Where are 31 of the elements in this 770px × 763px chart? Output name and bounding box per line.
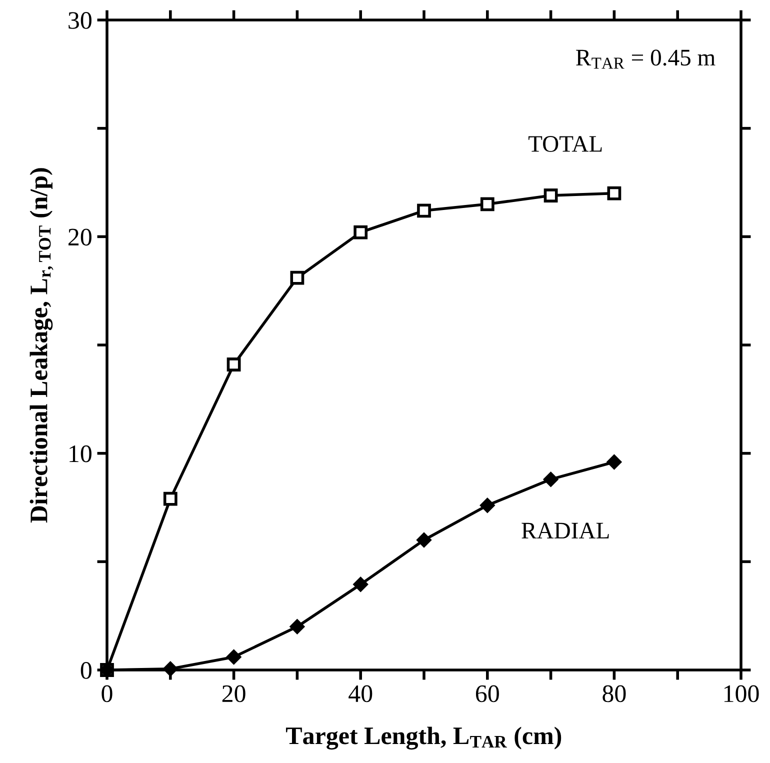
point: [480, 197, 494, 212]
point: [417, 204, 431, 218]
point: [354, 225, 368, 240]
annotation: R$_{TAR}$ = 0.45 m: [576, 50, 716, 69]
point: [226, 358, 241, 372]
x-tick-label: 60: [476, 685, 499, 702]
point: [163, 662, 178, 676]
point: [416, 532, 432, 548]
series-label: TOTAL: [528, 136, 602, 152]
point: [544, 188, 558, 202]
x-tick-label: 40: [348, 685, 372, 702]
y-tick-label: 10: [70, 445, 92, 462]
x-tick-label: 100: [724, 685, 759, 702]
point: [480, 498, 495, 513]
y-tick-label: 30: [68, 12, 92, 29]
point: [606, 454, 622, 470]
y-axis-title: Directional Leakage, L$_{r,TOT}$ (n/p): [30, 168, 54, 523]
x-tick-label: 0: [102, 685, 112, 702]
point: [290, 619, 304, 634]
y-tick-label: 0: [80, 662, 92, 679]
x-tick-label: 20: [222, 685, 246, 702]
y-tick-label: 20: [68, 228, 92, 246]
x-axis-title: Target Length, L$_{TAR}$ (cm): [286, 726, 562, 750]
point: [544, 472, 558, 487]
x-tick-label: 80: [602, 685, 626, 702]
point: [353, 577, 368, 592]
point: [607, 186, 622, 200]
series-label: RADIAL: [522, 522, 609, 538]
point: [163, 492, 178, 506]
point: [226, 650, 242, 664]
point: [290, 270, 304, 285]
